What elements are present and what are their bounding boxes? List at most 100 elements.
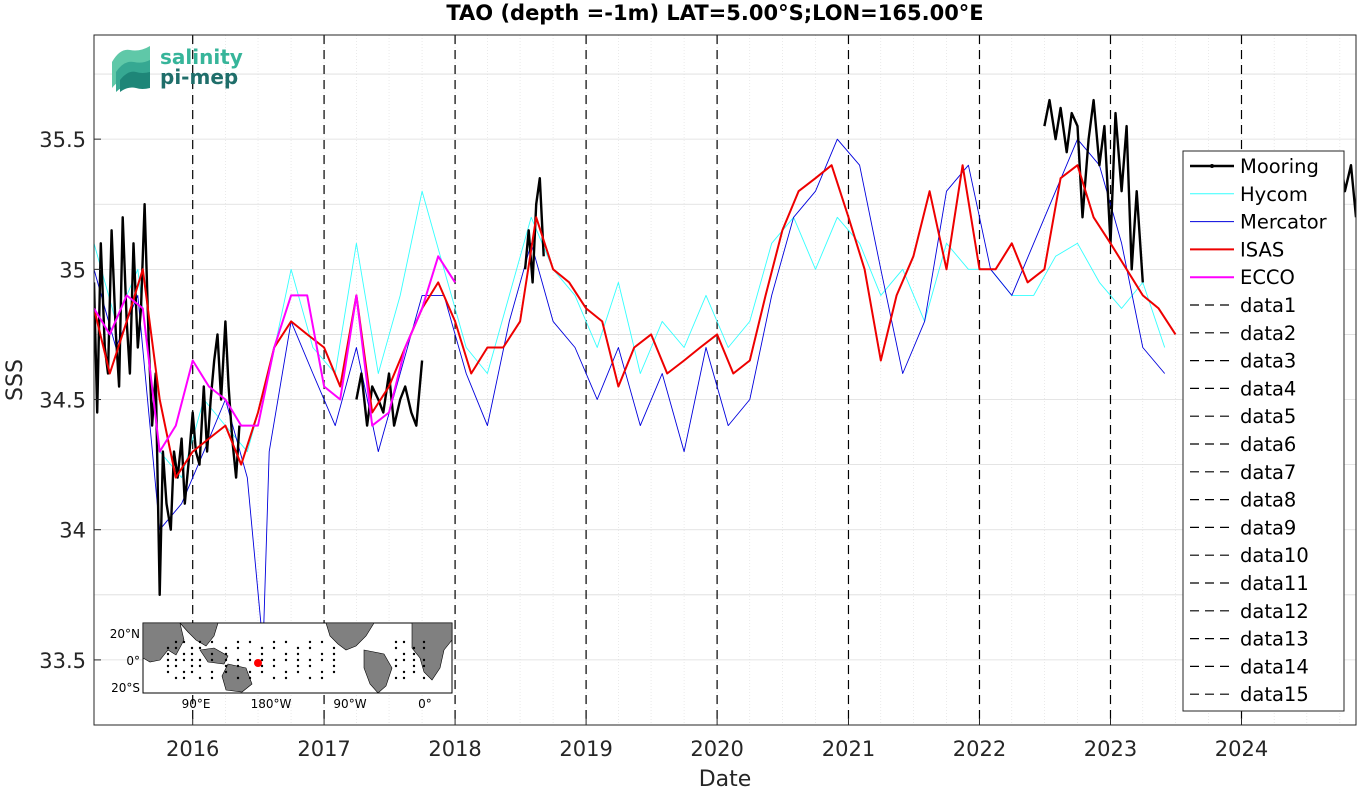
series-line-mooring-c	[523, 176, 545, 284]
y-tick-labels: 33.5 34 34.5 35 35.5	[39, 128, 101, 673]
y-tick-label: 34.5	[39, 389, 86, 413]
inset-buoy-dot	[224, 658, 228, 662]
inset-buoy-dot	[224, 670, 228, 674]
inset-buoy-dot	[284, 676, 288, 680]
inset-buoy-dot	[260, 652, 264, 656]
inset-buoy-dot	[272, 640, 276, 644]
x-tick-label: 2018	[428, 737, 481, 761]
inset-buoy-dot	[284, 652, 288, 656]
legend-label-hycom: Hycom	[1240, 183, 1308, 206]
inset-buoy-dot	[402, 640, 406, 644]
inset-buoy-dot	[224, 652, 228, 656]
inset-buoy-dot	[402, 676, 406, 680]
legend-label-isas: ISAS	[1240, 238, 1284, 261]
inset-buoy-dot	[190, 664, 194, 668]
plot-frame	[93, 34, 1357, 726]
inset-lat-label-20s: 20°S	[111, 681, 140, 695]
inset-buoy-dot	[210, 670, 214, 674]
inset-buoy-dot	[236, 664, 240, 668]
inset-buoy-dot	[272, 658, 276, 662]
legend-label-data11: data11	[1240, 572, 1309, 595]
inset-buoy-dot	[210, 640, 214, 644]
legend-label-data6: data6	[1240, 433, 1296, 456]
inset-buoy-dot	[296, 658, 300, 662]
x-tick-labels: 2016 2017 2018 2019 2020 2021 2022 2023 2024	[166, 718, 1268, 761]
inset-buoy-dot	[182, 670, 186, 674]
salinity-pi-mep-logo: salinity pi-mep	[112, 45, 243, 92]
legend-label-data10: data10	[1240, 544, 1309, 567]
inset-buoy-dot	[190, 652, 194, 656]
legend-label-data14: data14	[1240, 655, 1309, 678]
inset-buoy-dot	[272, 646, 276, 650]
series-line-mooring	[94, 202, 241, 596]
inset-lat-label-0: 0°	[126, 654, 140, 668]
inset-buoy-dot	[394, 646, 398, 650]
legend-label-data13: data13	[1240, 628, 1309, 651]
inset-buoy-dot	[198, 640, 202, 644]
inset-buoy-dot	[248, 676, 252, 680]
inset-buoy-dot	[166, 646, 170, 650]
inset-buoy-dot	[296, 664, 300, 668]
inset-buoy-dot	[296, 652, 300, 656]
inset-buoy-dot	[422, 646, 426, 650]
inset-buoy-dot	[248, 652, 252, 656]
x-tick-label: 2017	[297, 737, 350, 761]
dashed-year-lines	[192, 35, 1243, 725]
inset-buoy-dot	[248, 670, 252, 674]
inset-buoy-dot	[190, 646, 194, 650]
inset-buoy-dot	[332, 646, 336, 650]
inset-buoy-dot	[284, 640, 288, 644]
legend-label-mooring: Mooring	[1240, 155, 1319, 178]
inset-land-shapes	[142, 622, 453, 694]
series-line-mooring-b	[355, 360, 424, 427]
inset-buoy-dot	[272, 664, 276, 668]
legend-label-data12: data12	[1240, 600, 1309, 623]
inset-buoy-dot	[320, 658, 324, 662]
inset-buoy-dot	[320, 640, 324, 644]
x-tick-label: 2020	[690, 737, 743, 761]
legend-box	[1182, 150, 1345, 712]
inset-buoy-dot	[198, 658, 202, 662]
legend-label-data2: data2	[1240, 322, 1296, 345]
inset-buoy-dot	[284, 670, 288, 674]
inset-buoy-dot	[308, 646, 312, 650]
inset-buoy-dot	[224, 646, 228, 650]
x-tick-label: 2016	[166, 737, 219, 761]
inset-buoy-dot	[236, 640, 240, 644]
legend-marker-mooring	[1210, 164, 1214, 168]
legend: Mooring Hycom Mercator ISAS ECCO data1 data2 da…	[1182, 150, 1345, 712]
series-group	[94, 98, 1356, 648]
inset-buoy-dot	[236, 646, 240, 650]
inset-buoy-dot	[260, 646, 264, 650]
y-tick-label: 33.5	[39, 649, 86, 673]
inset-buoy-dot	[198, 676, 202, 680]
inset-buoy-dot	[412, 646, 416, 650]
inset-buoy-dot	[296, 670, 300, 674]
inset-buoy-dot	[166, 664, 170, 668]
inset-buoy-dot	[210, 676, 214, 680]
inset-buoy-dot	[412, 652, 416, 656]
inset-buoy-dot	[394, 676, 398, 680]
inset-buoy-dot	[174, 640, 178, 644]
inset-buoy-dot	[182, 676, 186, 680]
legend-label-data9: data9	[1240, 516, 1296, 539]
legend-label-mercator: Mercator	[1240, 211, 1328, 234]
y-tick-label: 35	[59, 258, 86, 282]
legend-label-ecco: ECCO	[1240, 266, 1295, 289]
inset-buoy-dot	[236, 676, 240, 680]
inset-buoy-dot	[182, 658, 186, 662]
logo-text-salinity: salinity	[160, 45, 243, 69]
inset-buoy-dot	[412, 670, 416, 674]
inset-lon-label-0: 0°	[418, 697, 432, 711]
inset-buoy-dot	[174, 658, 178, 662]
inset-buoy-dot	[174, 646, 178, 650]
legend-label-data15: data15	[1240, 683, 1309, 706]
inset-buoy-dot	[296, 646, 300, 650]
inset-buoy-dot	[422, 658, 426, 662]
inset-lon-label-90e: 90°E	[182, 697, 211, 711]
inset-buoy-dot	[284, 658, 288, 662]
x-tick-label: 2019	[559, 737, 612, 761]
logo-text-pi-mep: pi-mep	[160, 65, 238, 89]
inset-buoy-dot	[402, 652, 406, 656]
